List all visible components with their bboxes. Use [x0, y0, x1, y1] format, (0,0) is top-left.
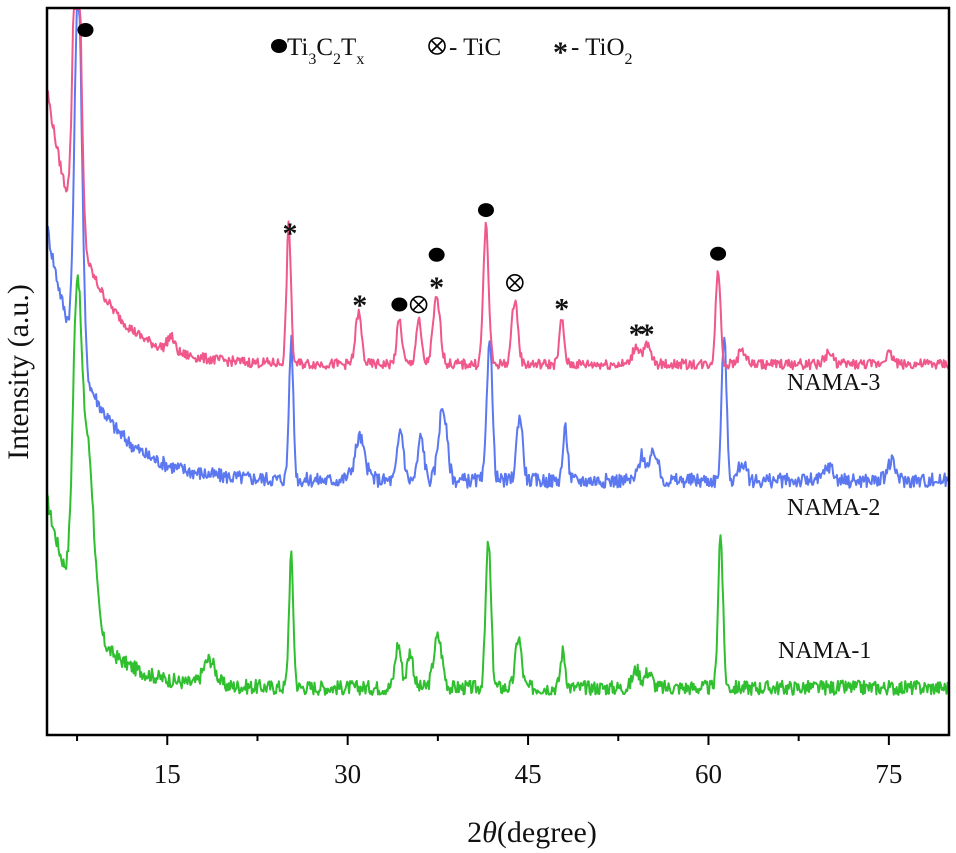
x-tick-label: 60: [695, 759, 722, 789]
x-ticks: 15 30 45 60 75: [76, 735, 902, 789]
legend-tic-marker: [428, 37, 446, 55]
legend-ti3c2tx-marker: [271, 39, 287, 53]
x-tick-label: 30: [334, 759, 361, 789]
series-line-nama-1: [46, 274, 950, 696]
y-axis-label: Intensity (a.u.): [2, 284, 35, 460]
x-tick-label: 45: [515, 759, 542, 789]
ti3c2tx-peak-marker: [428, 247, 445, 262]
plot-frame: [45, 6, 951, 737]
tic-peak-marker: [506, 273, 524, 292]
label-nama-3: NAMA-3: [787, 370, 880, 396]
legend-tio2-marker: *: [553, 36, 568, 69]
peak-annotations: ******: [77, 23, 727, 351]
tic-peak-marker: [409, 295, 428, 314]
series-line-nama-2: [46, 8, 950, 489]
legend: Ti3C2Tx - TiC * - TiO2: [271, 34, 633, 69]
sample-labels: NAMA-3 NAMA-2 NAMA-1: [778, 370, 880, 664]
legend-ti3c2tx-label: Ti3C2Tx: [287, 34, 364, 68]
tio2-peak-marker: *: [640, 318, 655, 351]
legend-tio2-label: - TiO2: [571, 34, 633, 68]
tio2-peak-marker: *: [352, 289, 367, 322]
label-nama-2: NAMA-2: [787, 495, 880, 521]
ti3c2tx-peak-marker: [710, 246, 727, 261]
series-line-nama-3: [46, 8, 950, 371]
series-layer: [46, 8, 950, 696]
ti3c2tx-peak-marker: [77, 23, 94, 37]
legend-tic-label: - TiC: [449, 34, 501, 61]
x-tick-label: 15: [154, 759, 181, 789]
x-tick-label: 75: [875, 759, 902, 789]
label-nama-1: NAMA-1: [778, 638, 871, 664]
tio2-peak-marker: *: [282, 217, 297, 250]
ti3c2tx-peak-marker: [477, 203, 494, 218]
x-axis-label: 2θ(degree): [467, 816, 597, 849]
ti3c2tx-peak-marker: [391, 297, 408, 312]
tio2-peak-marker: *: [429, 271, 444, 304]
tio2-peak-marker: *: [554, 293, 569, 326]
tio2-peak-marker: *: [629, 318, 644, 351]
